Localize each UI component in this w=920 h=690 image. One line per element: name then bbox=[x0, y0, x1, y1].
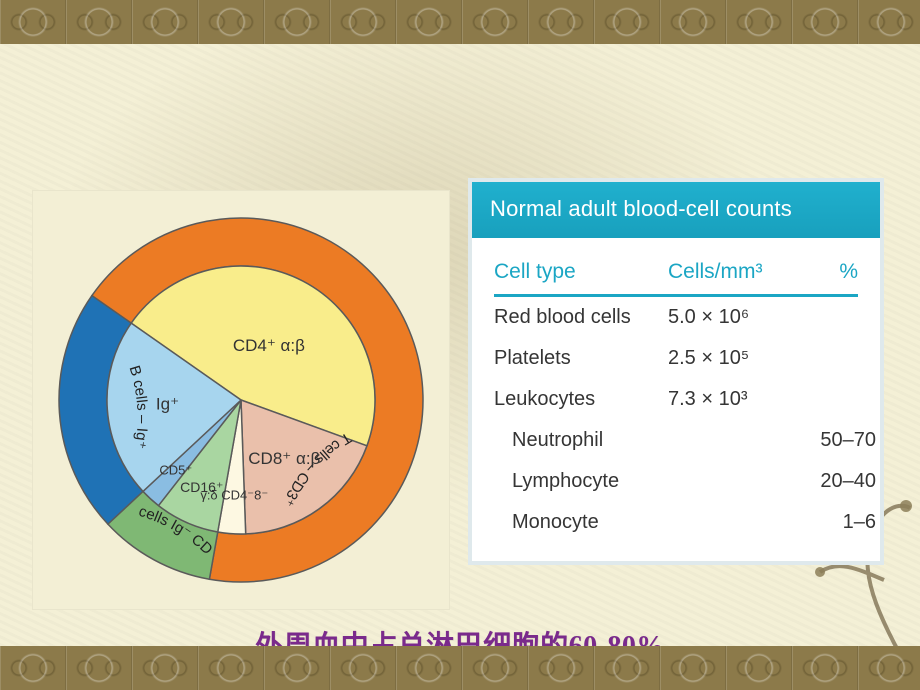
table-rows-container: Red blood cells5.0 × 10⁶Platelets2.5 × 1… bbox=[494, 297, 858, 543]
slice-label-5: Ig⁺ bbox=[156, 395, 179, 414]
table-title: Normal adult blood-cell counts bbox=[472, 182, 880, 238]
cell-percent bbox=[798, 388, 858, 411]
table-row: Monocyte1–6 bbox=[494, 502, 858, 543]
col-header-cells-mm3: Cells/mm³ bbox=[668, 260, 798, 284]
slide-content-area: T cells – CD3⁺NK cells Ig⁻ CD3⁻B cells –… bbox=[0, 44, 920, 646]
table-header-row: Cell type Cells/mm³ % bbox=[494, 252, 858, 297]
cell-percent: 20–40 bbox=[816, 470, 876, 493]
table-row: Platelets2.5 × 10⁵ bbox=[494, 338, 858, 379]
blood-cell-counts-table: Normal adult blood-cell counts Cell type… bbox=[468, 178, 884, 565]
slide-stage: T cells – CD3⁺NK cells Ig⁻ CD3⁻B cells –… bbox=[0, 0, 920, 690]
cell-name: Neutrophil bbox=[494, 429, 686, 452]
cell-count: 7.3 × 10³ bbox=[668, 388, 798, 411]
cell-count bbox=[686, 470, 816, 493]
pie-chart-panel: T cells – CD3⁺NK cells Ig⁻ CD3⁻B cells –… bbox=[32, 190, 450, 610]
slide-background: T cells – CD3⁺NK cells Ig⁻ CD3⁻B cells –… bbox=[0, 0, 920, 690]
slide-caption: 外周血中占总淋巴细胞的60-80% bbox=[0, 624, 920, 646]
ornamental-border-bottom bbox=[0, 646, 920, 690]
cell-percent: 50–70 bbox=[816, 429, 876, 452]
slice-label-3: CD16⁺ bbox=[180, 479, 223, 495]
slice-label-0: CD4⁺ α:β bbox=[233, 336, 305, 355]
table-body: Cell type Cells/mm³ % Red blood cells5.0… bbox=[472, 238, 880, 561]
table-row: Red blood cells5.0 × 10⁶ bbox=[494, 297, 858, 338]
table-row: Neutrophil50–70 bbox=[494, 420, 858, 461]
ornamental-border-top bbox=[0, 0, 920, 44]
cell-percent bbox=[798, 306, 858, 329]
cell-count bbox=[686, 429, 816, 452]
cell-count bbox=[686, 511, 816, 534]
cell-percent bbox=[798, 347, 858, 370]
table-row: Lymphocyte20–40 bbox=[494, 461, 858, 502]
cell-count: 2.5 × 10⁵ bbox=[668, 347, 798, 370]
cell-name: Monocyte bbox=[494, 511, 686, 534]
cell-name: Platelets bbox=[494, 347, 668, 370]
cell-name: Red blood cells bbox=[494, 306, 668, 329]
slice-label-4: CD5⁺ bbox=[159, 463, 192, 478]
table-row: Leukocytes7.3 × 10³ bbox=[494, 379, 858, 420]
lymphocyte-pie-chart: T cells – CD3⁺NK cells Ig⁻ CD3⁻B cells –… bbox=[33, 191, 449, 609]
col-header-cell-type: Cell type bbox=[494, 260, 668, 284]
cell-count: 5.0 × 10⁶ bbox=[668, 306, 798, 329]
cell-percent: 1–6 bbox=[816, 511, 876, 534]
cell-name: Lymphocyte bbox=[494, 470, 686, 493]
col-header-percent: % bbox=[798, 260, 858, 284]
cell-name: Leukocytes bbox=[494, 388, 668, 411]
slice-label-1: CD8⁺ α:β bbox=[248, 449, 320, 468]
